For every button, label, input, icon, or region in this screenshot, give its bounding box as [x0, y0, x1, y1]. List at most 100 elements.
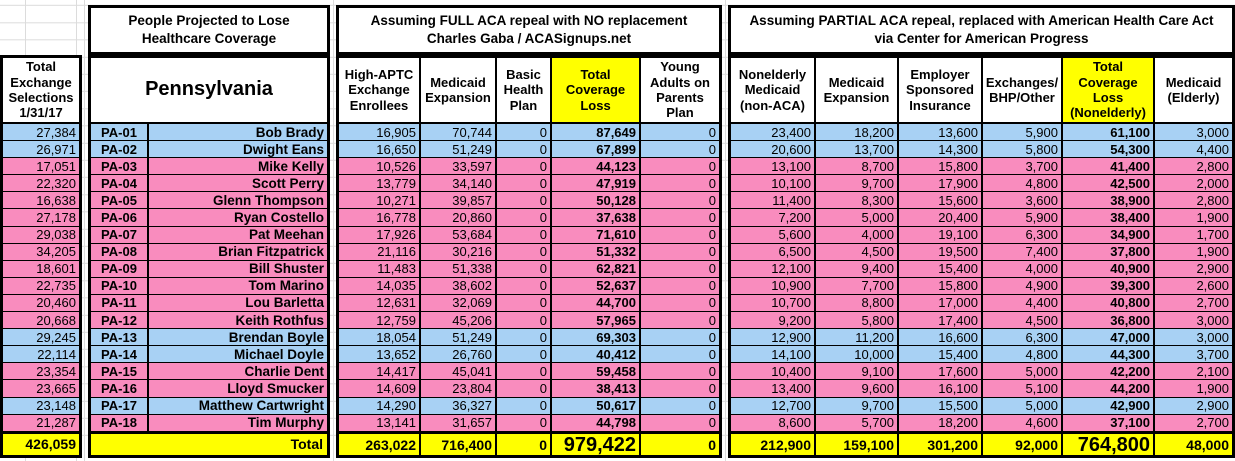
cell-partial-repeal-5[interactable]: 2,900	[1155, 260, 1232, 277]
cell-exchange-selections[interactable]: 29,245	[3, 329, 79, 346]
partial-total-medicaid-elderly[interactable]: 48,000	[1155, 433, 1232, 455]
cell-representative-name[interactable]: Scott Perry	[149, 175, 327, 192]
cell-full-repeal-4[interactable]: 0	[641, 329, 719, 346]
cell-partial-repeal-1[interactable]: 18,200	[816, 124, 899, 141]
total-row-label[interactable]: Total	[91, 433, 327, 455]
cell-full-repeal-2[interactable]: 0	[497, 380, 552, 397]
cell-partial-repeal-4[interactable]: 54,300	[1063, 141, 1155, 158]
cell-full-repeal-4[interactable]: 0	[641, 175, 719, 192]
cell-partial-repeal-3[interactable]: 6,300	[983, 226, 1063, 243]
cell-full-repeal-3[interactable]: 37,638	[552, 209, 641, 226]
cell-partial-repeal-5[interactable]: 3,000	[1155, 329, 1232, 346]
cell-full-repeal-3[interactable]: 67,899	[552, 141, 641, 158]
cell-partial-repeal-5[interactable]: 1,900	[1155, 380, 1232, 397]
cell-district-code[interactable]: PA-16	[91, 380, 149, 397]
cell-full-repeal-2[interactable]: 0	[497, 329, 552, 346]
cell-full-repeal-2[interactable]: 0	[497, 124, 552, 141]
cell-district-code[interactable]: PA-07	[91, 226, 149, 243]
cell-partial-repeal-4[interactable]: 42,500	[1063, 175, 1155, 192]
cell-full-repeal-1[interactable]: 39,857	[421, 192, 497, 209]
cell-partial-repeal-4[interactable]: 42,900	[1063, 397, 1155, 414]
cell-partial-repeal-1[interactable]: 5,800	[816, 312, 899, 329]
cell-partial-repeal-2[interactable]: 16,600	[899, 329, 983, 346]
cell-full-repeal-4[interactable]: 0	[641, 312, 719, 329]
cell-full-repeal-2[interactable]: 0	[497, 312, 552, 329]
cell-representative-name[interactable]: Brendan Boyle	[149, 329, 327, 346]
cell-full-repeal-2[interactable]: 0	[497, 363, 552, 380]
cell-district-code[interactable]: PA-13	[91, 329, 149, 346]
cell-partial-repeal-1[interactable]: 9,400	[816, 260, 899, 277]
cell-full-repeal-0[interactable]: 10,526	[339, 158, 421, 175]
header-medicaid-expansion-partial[interactable]: Medicaid Expansion	[816, 58, 899, 122]
cell-representative-name[interactable]: Lloyd Smucker	[149, 380, 327, 397]
cell-full-repeal-0[interactable]: 16,778	[339, 209, 421, 226]
cell-representative-name[interactable]: Ryan Costello	[149, 209, 327, 226]
cell-full-repeal-1[interactable]: 51,338	[421, 260, 497, 277]
cell-partial-repeal-2[interactable]: 15,500	[899, 397, 983, 414]
cell-full-repeal-0[interactable]: 14,417	[339, 363, 421, 380]
header-exchanges-bhp-other[interactable]: Exchanges/ BHP/Other	[983, 58, 1063, 122]
cell-full-repeal-0[interactable]: 14,609	[339, 380, 421, 397]
cell-partial-repeal-0[interactable]: 12,900	[731, 329, 816, 346]
cell-partial-repeal-1[interactable]: 4,500	[816, 243, 899, 260]
cell-partial-repeal-2[interactable]: 17,400	[899, 312, 983, 329]
cell-partial-repeal-4[interactable]: 37,800	[1063, 243, 1155, 260]
cell-full-repeal-2[interactable]: 0	[497, 414, 552, 431]
cell-full-repeal-4[interactable]: 0	[641, 346, 719, 363]
partial-total-employer-sponsored[interactable]: 301,200	[899, 433, 983, 455]
cell-full-repeal-3[interactable]: 69,303	[552, 329, 641, 346]
cell-partial-repeal-1[interactable]: 9,700	[816, 175, 899, 192]
cell-partial-repeal-2[interactable]: 16,100	[899, 380, 983, 397]
cell-full-repeal-3[interactable]: 44,123	[552, 158, 641, 175]
cell-full-repeal-4[interactable]: 0	[641, 192, 719, 209]
cell-exchange-selections[interactable]: 27,178	[3, 209, 79, 226]
cell-partial-repeal-3[interactable]: 3,700	[983, 158, 1063, 175]
cell-partial-repeal-5[interactable]: 1,900	[1155, 243, 1232, 260]
cell-full-repeal-0[interactable]: 13,779	[339, 175, 421, 192]
cell-full-repeal-0[interactable]: 16,905	[339, 124, 421, 141]
cell-partial-repeal-4[interactable]: 47,000	[1063, 329, 1155, 346]
cell-representative-name[interactable]: Michael Doyle	[149, 346, 327, 363]
cell-full-repeal-3[interactable]: 51,332	[552, 243, 641, 260]
cell-exchange-selections[interactable]: 21,287	[3, 414, 79, 431]
full-total-coverage-loss[interactable]: 979,422	[552, 433, 641, 455]
cell-district-code[interactable]: PA-05	[91, 192, 149, 209]
cell-partial-repeal-0[interactable]: 8,600	[731, 414, 816, 431]
cell-representative-name[interactable]: Mike Kelly	[149, 158, 327, 175]
cell-full-repeal-2[interactable]: 0	[497, 175, 552, 192]
cell-partial-repeal-4[interactable]: 38,900	[1063, 192, 1155, 209]
cell-partial-repeal-0[interactable]: 23,400	[731, 124, 816, 141]
header-total-coverage-loss[interactable]: Total Coverage Loss	[552, 58, 641, 122]
cell-partial-repeal-1[interactable]: 7,700	[816, 277, 899, 294]
cell-partial-repeal-3[interactable]: 4,800	[983, 175, 1063, 192]
cell-partial-repeal-1[interactable]: 9,600	[816, 380, 899, 397]
cell-full-repeal-1[interactable]: 53,684	[421, 226, 497, 243]
cell-full-repeal-1[interactable]: 70,744	[421, 124, 497, 141]
cell-exchange-selections[interactable]: 22,320	[3, 175, 79, 192]
header-high-aptc-enrollees[interactable]: High-APTC Exchange Enrollees	[339, 58, 421, 122]
cell-partial-repeal-2[interactable]: 17,900	[899, 175, 983, 192]
cell-partial-repeal-1[interactable]: 13,700	[816, 141, 899, 158]
cell-district-code[interactable]: PA-06	[91, 209, 149, 226]
cell-full-repeal-0[interactable]: 12,759	[339, 312, 421, 329]
cell-full-repeal-0[interactable]: 11,483	[339, 260, 421, 277]
cell-partial-repeal-3[interactable]: 4,400	[983, 294, 1063, 312]
cell-partial-repeal-5[interactable]: 3,000	[1155, 312, 1232, 329]
cell-partial-repeal-5[interactable]: 2,600	[1155, 277, 1232, 294]
cell-full-repeal-1[interactable]: 30,216	[421, 243, 497, 260]
cell-full-repeal-1[interactable]: 51,249	[421, 329, 497, 346]
cell-partial-repeal-4[interactable]: 34,900	[1063, 226, 1155, 243]
cell-partial-repeal-1[interactable]: 5,700	[816, 414, 899, 431]
cell-partial-repeal-4[interactable]: 44,200	[1063, 380, 1155, 397]
cell-full-repeal-2[interactable]: 0	[497, 209, 552, 226]
cell-exchange-selections[interactable]: 16,638	[3, 192, 79, 209]
partial-total-coverage-loss[interactable]: 764,800	[1063, 433, 1155, 455]
cell-full-repeal-1[interactable]: 51,249	[421, 141, 497, 158]
cell-partial-repeal-1[interactable]: 8,300	[816, 192, 899, 209]
cell-full-repeal-3[interactable]: 50,617	[552, 397, 641, 414]
cell-full-repeal-1[interactable]: 45,041	[421, 363, 497, 380]
cell-full-repeal-4[interactable]: 0	[641, 243, 719, 260]
cell-full-repeal-2[interactable]: 0	[497, 243, 552, 260]
cell-partial-repeal-2[interactable]: 13,600	[899, 124, 983, 141]
cell-partial-repeal-3[interactable]: 4,900	[983, 277, 1063, 294]
